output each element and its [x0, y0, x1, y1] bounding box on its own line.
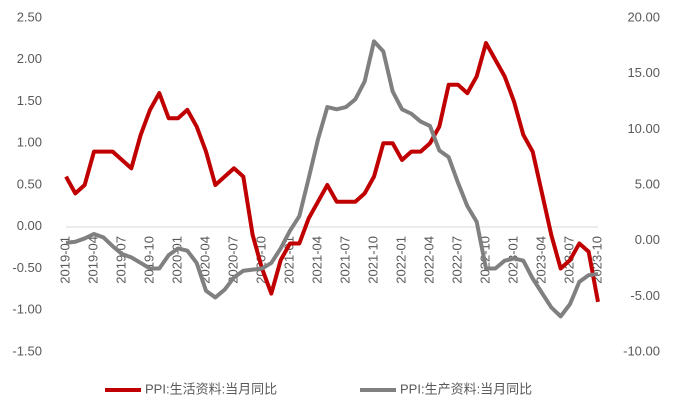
y-tick-label: -0.50 — [12, 260, 42, 275]
y2-tick-label: 10.00 — [627, 121, 660, 136]
x-tick-label: 2023-04 — [533, 236, 548, 284]
x-tick-label: 2020-01 — [169, 236, 184, 284]
y-tick-label: -1.00 — [12, 302, 42, 317]
x-tick-label: 2022-07 — [449, 236, 464, 284]
y2-tick-label: 0.00 — [635, 232, 660, 247]
y-tick-label: 1.50 — [17, 93, 42, 108]
y2-tick-label: 20.00 — [627, 9, 660, 24]
y-tick-label: 0.00 — [17, 218, 42, 233]
y2-tick-label: 5.00 — [635, 176, 660, 191]
x-tick-label: 2020-07 — [225, 236, 240, 284]
legend-label: PPI:生产资料:当月同比 — [400, 381, 532, 396]
x-tick-label: 2021-10 — [365, 236, 380, 284]
x-tick-label: 2021-07 — [337, 236, 352, 284]
y-tick-label: 2.00 — [17, 51, 42, 66]
y-tick-label: 2.50 — [17, 9, 42, 24]
x-tick-label: 2019-07 — [113, 236, 128, 284]
x-tick-label: 2021-01 — [281, 236, 296, 284]
x-tick-label: 2022-04 — [421, 236, 436, 284]
y2-tick-label: -5.00 — [630, 288, 660, 303]
legend-label: PPI:生活资料:当月同比 — [145, 381, 277, 396]
y2-tick-label: 15.00 — [627, 65, 660, 80]
series-line — [65, 39, 599, 319]
y2-tick-label: -10.00 — [623, 343, 660, 358]
series-line — [64, 41, 600, 303]
x-tick-label: 2019-01 — [57, 236, 72, 284]
x-tick-label: 2022-01 — [393, 236, 408, 284]
y-tick-label: 1.00 — [17, 135, 42, 150]
y-tick-label: 0.50 — [17, 176, 42, 191]
x-tick-label: 2021-04 — [309, 236, 324, 284]
x-tick-label: 2019-04 — [85, 236, 100, 284]
x-tick-label: 2019-10 — [141, 236, 156, 284]
y-tick-label: -1.50 — [12, 343, 42, 358]
